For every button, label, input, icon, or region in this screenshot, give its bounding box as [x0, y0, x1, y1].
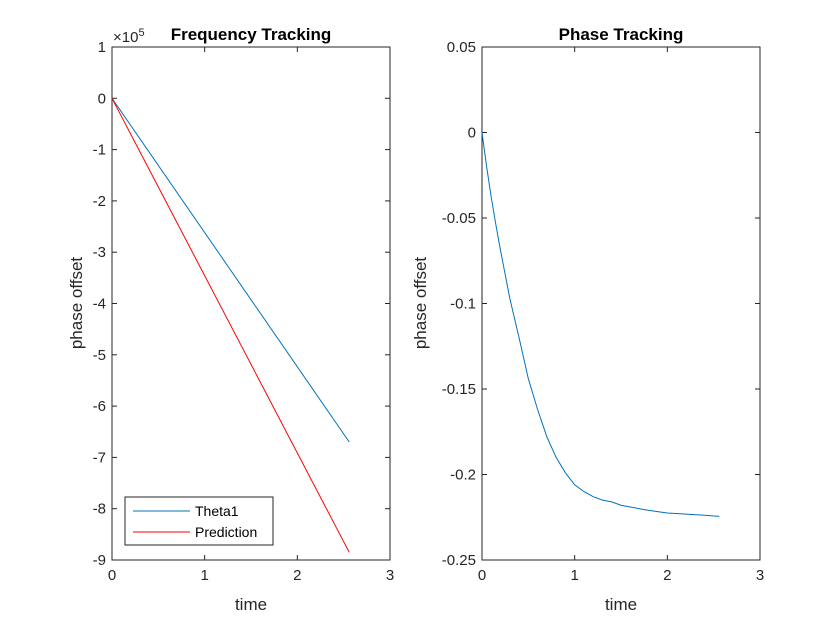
frequency-y-tick-label-m2: -2: [93, 193, 106, 210]
frequency-y-tick-label-m8: -8: [93, 501, 106, 518]
frequency-x-axis-label: time: [235, 595, 267, 614]
phase-x-tick-label-0: 0: [478, 567, 486, 584]
phase-series: [481, 132, 720, 517]
frequency-y-tick-label-m7: -7: [93, 449, 106, 466]
frequency-y-tick-label-1: 1: [98, 39, 106, 56]
phase-series-line-curve: [481, 132, 720, 517]
phase-y-tick-label-m0p1: -0.1: [450, 296, 476, 313]
phase-chart-title: Phase Tracking: [559, 25, 684, 44]
frequency-x-tick-label-3: 3: [386, 567, 394, 584]
frequency-y-exponent-base: ×10: [113, 29, 138, 46]
phase-y-tick-label-m0p15: -0.15: [442, 381, 476, 398]
legend-label-theta1: Theta1: [195, 503, 239, 519]
phase-axes-box: [481, 46, 761, 561]
phase-x-tick-label-2: 2: [663, 567, 671, 584]
frequency-y-tick-label-m6: -6: [93, 398, 106, 415]
frequency-y-exponent: ×105: [113, 27, 145, 46]
frequency-y-axis-label: phase offset: [67, 257, 86, 350]
phase-x-tick-label-1: 1: [570, 567, 578, 584]
phase-x-axis-label: time: [605, 595, 637, 614]
frequency-y-exponent-power: 5: [138, 27, 144, 39]
phase-tracking-chart: 0 1 2 3 0.05 0 -0.05 -0.1 -0.15 -0.2 -0.25 Phase T…: [411, 25, 764, 614]
phase-y-tick-label-0: 0: [468, 125, 476, 142]
frequency-y-tick-label-0: 0: [98, 90, 106, 107]
phase-y-tick-label-0p05: 0.05: [447, 39, 476, 56]
frequency-series-line-prediction: [111, 98, 350, 553]
frequency-chart-title: Frequency Tracking: [171, 25, 332, 44]
phase-y-axis-label: phase offset: [411, 257, 430, 350]
frequency-series: [111, 98, 350, 553]
phase-y-tick-label-m0p05: -0.05: [442, 210, 476, 227]
frequency-series-line-theta1: [111, 98, 350, 443]
frequency-tracking-chart: 0 1 2 3 1 0 -1 -2 -3 -4 -5 -6 -7 -8 -9 Frequency Track…: [67, 25, 394, 614]
frequency-ticks: 0 1 2 3 1 0 -1 -2 -3 -4 -5 -6 -7 -8 -9: [93, 39, 395, 584]
phase-y-tick-label-m0p25: -0.25: [442, 552, 476, 569]
legend-label-prediction: Prediction: [195, 524, 257, 540]
frequency-y-tick-label-m5: -5: [93, 347, 106, 364]
frequency-y-tick-label-m1: -1: [93, 142, 106, 159]
frequency-x-tick-label-1: 1: [200, 567, 208, 584]
frequency-y-tick-label-m3: -3: [93, 244, 106, 261]
frequency-y-tick-label-m4: -4: [93, 296, 106, 313]
frequency-y-tick-label-m9: -9: [93, 552, 106, 569]
frequency-x-tick-label-0: 0: [108, 567, 116, 584]
frequency-legend: Theta1 Prediction: [124, 496, 274, 546]
phase-x-tick-label-3: 3: [756, 567, 764, 584]
frequency-axes-box: [111, 46, 391, 561]
legend-box: [124, 496, 274, 546]
frequency-x-tick-label-2: 2: [293, 567, 301, 584]
phase-y-tick-label-m0p2: -0.2: [450, 467, 476, 484]
phase-ticks: 0 1 2 3 0.05 0 -0.05 -0.1 -0.15 -0.2 -0.25: [442, 39, 764, 584]
